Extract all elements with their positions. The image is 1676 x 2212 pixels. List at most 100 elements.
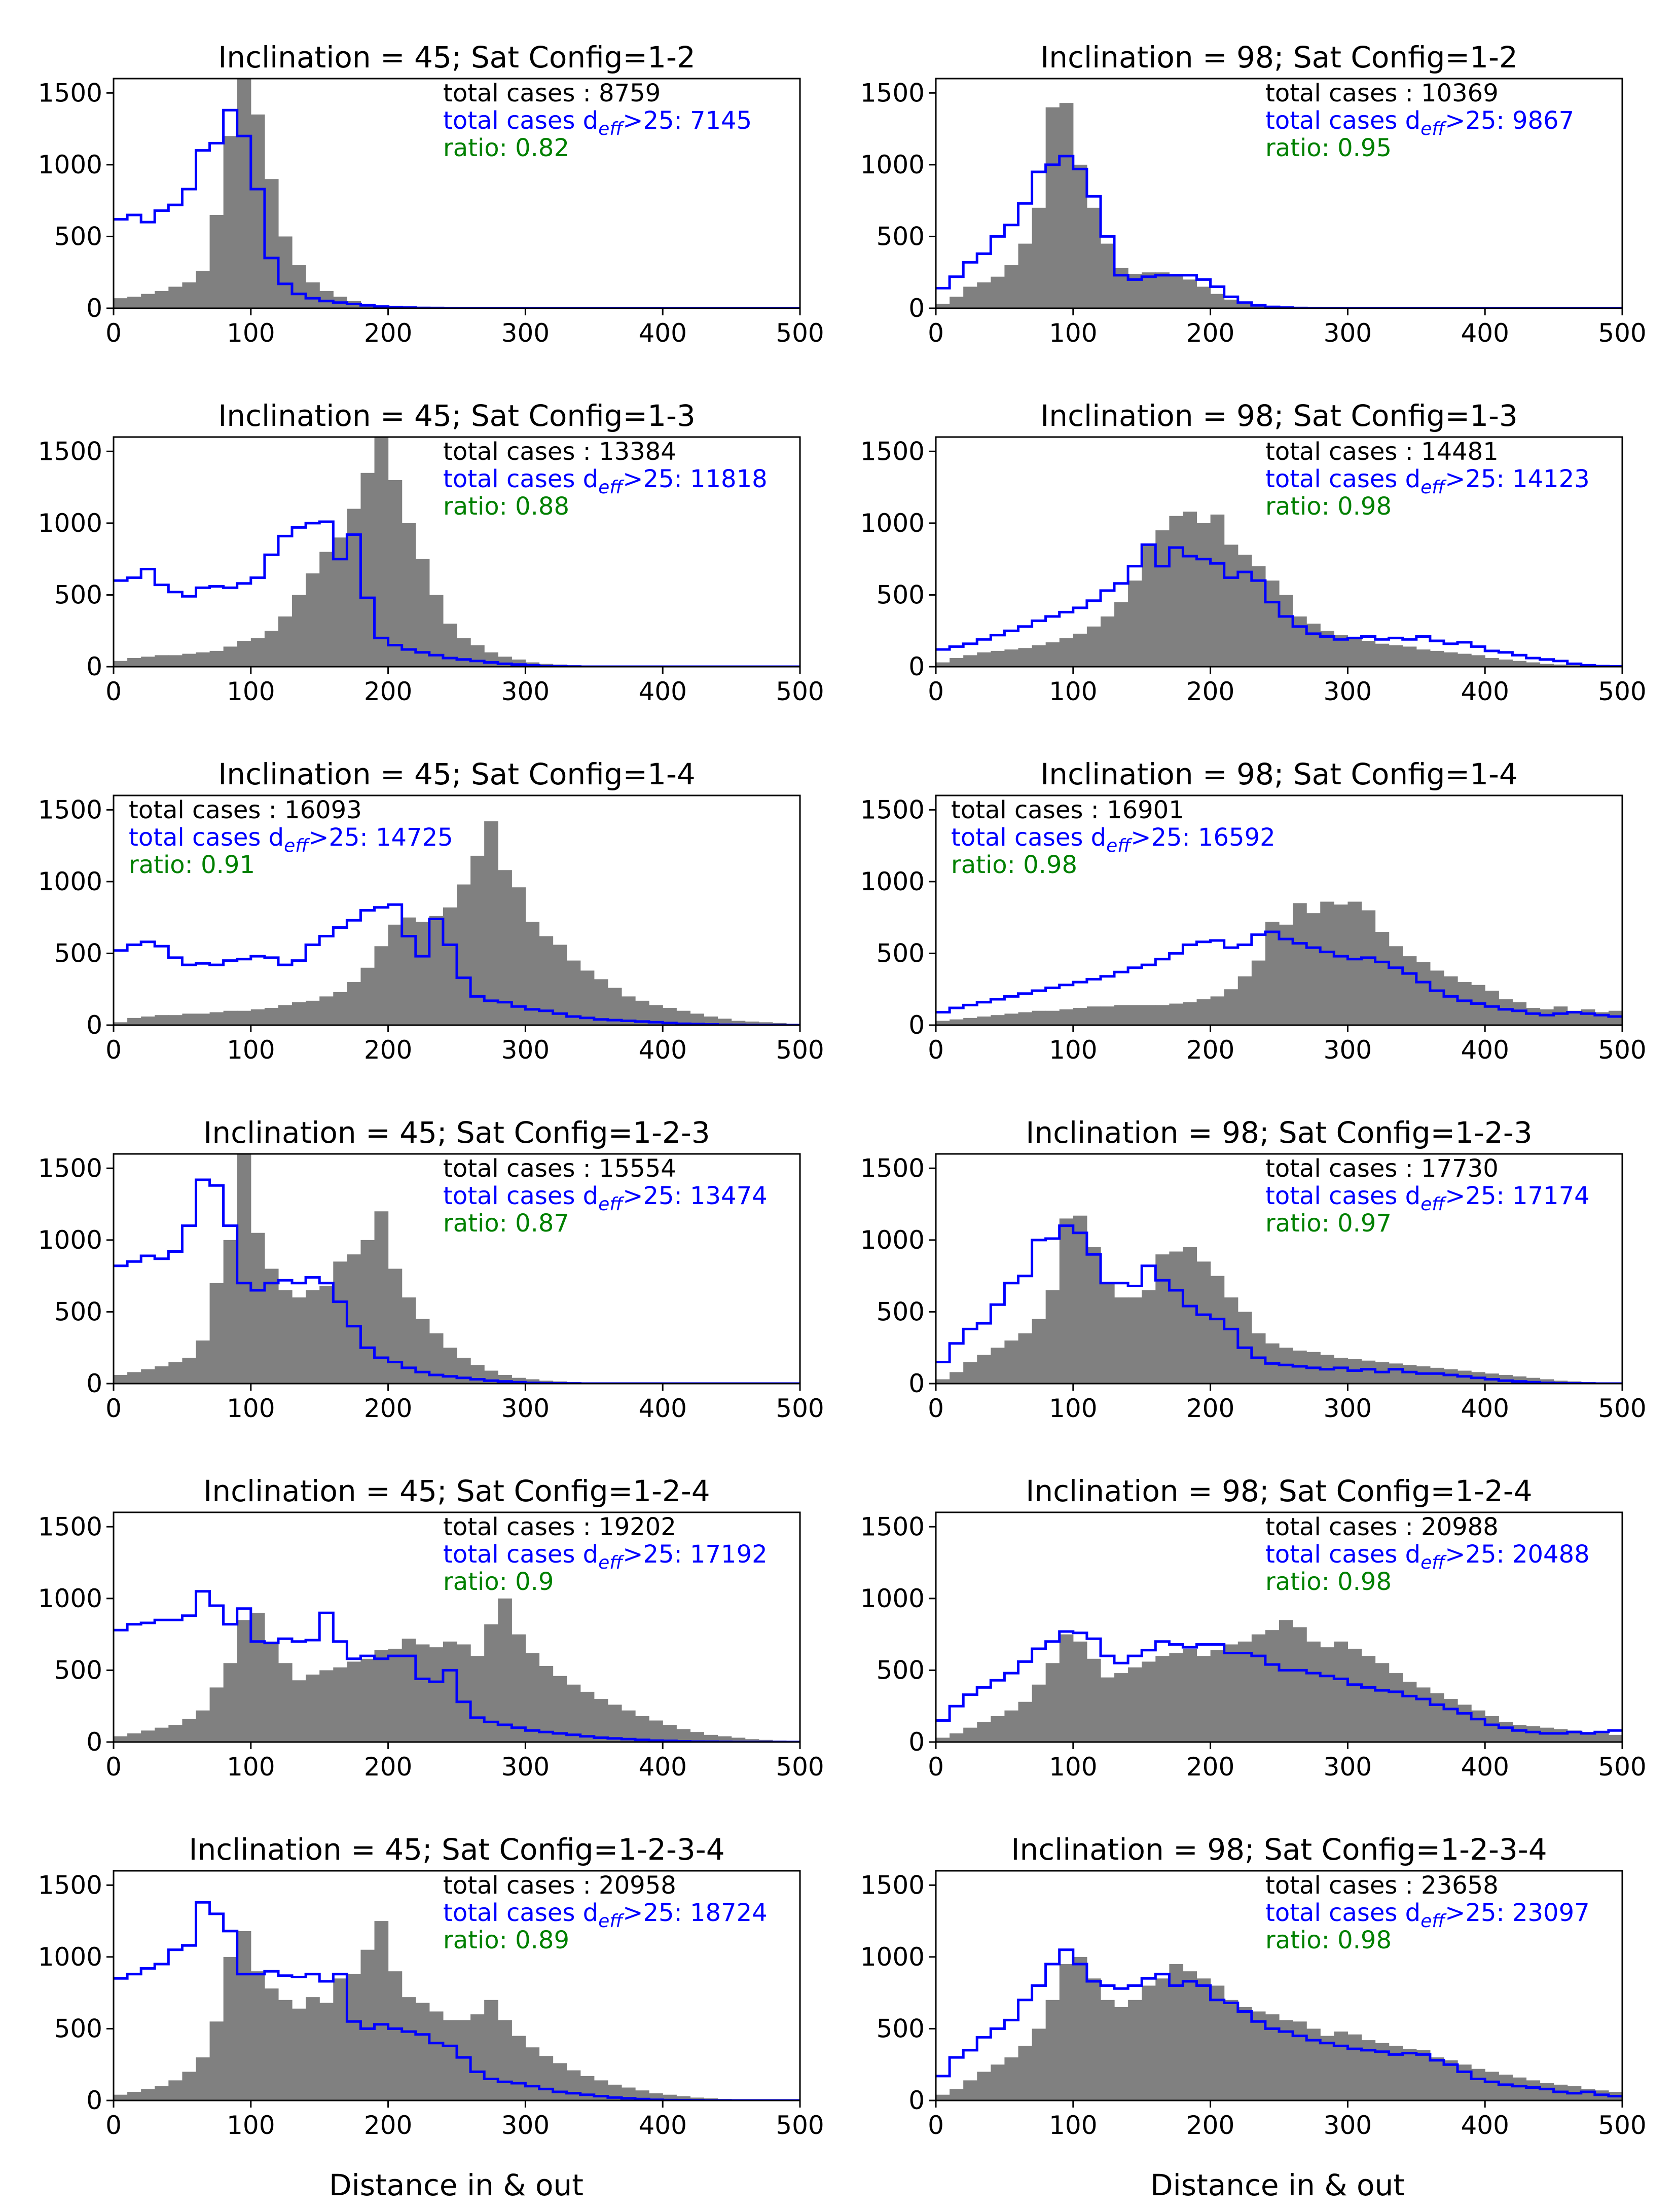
axes-frame [935, 436, 1623, 668]
deff-subscript: eff [598, 1194, 625, 1215]
histogram-bar [525, 2047, 540, 2100]
x-tick-label: 0 [928, 1394, 944, 1423]
histogram-bar [1279, 1620, 1293, 1742]
x-tick-label: 100 [227, 1752, 275, 1782]
histogram-bar [182, 1013, 197, 1025]
histogram-bar [1073, 1008, 1087, 1025]
x-tick-label: 500 [776, 318, 824, 348]
histogram-bar [250, 1613, 265, 1742]
histogram-bar [1416, 2050, 1431, 2100]
histogram-bar [1032, 645, 1046, 667]
histogram-bar [1237, 304, 1252, 308]
x-tick-label: 200 [1186, 1752, 1234, 1782]
histogram-bar [223, 1663, 238, 1742]
ratio-text: ratio: 0.89 [443, 1926, 569, 1954]
histogram-bar [991, 1348, 1005, 1384]
histogram-bar [484, 821, 498, 1025]
plot-area [936, 1620, 1622, 1742]
ratio-text: ratio: 0.91 [129, 851, 255, 879]
histogram-bar [1443, 976, 1458, 1025]
histogram-bar [512, 1634, 526, 1742]
x-tick-label: 400 [1461, 1394, 1509, 1423]
histogram-bar [1237, 976, 1252, 1025]
histogram-bar [155, 1366, 169, 1384]
histogram-bar [539, 2056, 554, 2100]
histogram-bar [1059, 1634, 1074, 1742]
y-tick-label: 0 [86, 2086, 102, 2115]
histogram-bar [155, 1015, 169, 1025]
histogram-bar [621, 1710, 636, 1742]
subplot: 0 100 200 300 400 500 0 500 1000 1500 Inclination … [38, 1832, 824, 2140]
histogram-bar [141, 1730, 155, 1742]
histogram-bar [402, 917, 416, 1025]
x-tick-label: 300 [1324, 318, 1372, 348]
deff-suffix: >25: 18724 [623, 1899, 767, 1927]
axes-frame [113, 1511, 801, 1743]
histogram-bar [209, 2021, 224, 2100]
histogram-bar [155, 2086, 169, 2100]
histogram-bar [963, 655, 977, 667]
histogram-bar [306, 1000, 320, 1025]
histogram-bar [347, 1254, 361, 1384]
panel-title: Inclination = 45; Sat Config=1-2 [218, 40, 696, 75]
deff-cases-text: total cases deff>25: 18724 [443, 1899, 768, 1932]
histogram-bar [1293, 616, 1307, 667]
histogram-bar [1100, 1677, 1115, 1742]
histogram-bar [1114, 1673, 1128, 1742]
histogram-bar [1594, 1733, 1609, 1742]
histogram-bar [1430, 1367, 1444, 1384]
histogram-bar [1045, 1663, 1060, 1742]
histogram-bar [1443, 1699, 1458, 1742]
histogram-bar [594, 1699, 608, 1742]
y-tick-label: 1000 [860, 867, 925, 896]
histogram-bar [223, 646, 238, 667]
histogram-bar [168, 1725, 183, 1742]
histogram-bar [1293, 1627, 1307, 1742]
histogram-bar [443, 1348, 457, 1384]
histogram-bar [963, 2080, 977, 2100]
x-axis-label-right: Distance in & out [1150, 2168, 1405, 2202]
histogram-bar [292, 1297, 306, 1384]
histogram-bar [1142, 272, 1156, 308]
x-tick-label: 500 [776, 1752, 824, 1782]
subplot: 0 100 200 300 400 500 0 500 1000 1500 Inclination … [860, 1474, 1647, 1782]
axes-frame [113, 1153, 801, 1385]
histogram-bar [306, 573, 320, 667]
y-tick-label: 0 [86, 652, 102, 681]
deff-cases-text: total cases deff>25: 17174 [1265, 1182, 1590, 1215]
y-tick-label: 1000 [860, 1584, 925, 1613]
ratio-text: ratio: 0.87 [443, 1209, 569, 1238]
histogram-bar [374, 1921, 389, 2100]
histogram-bar [1237, 555, 1252, 667]
histogram-bar [1389, 946, 1403, 1025]
histogram-bar [1499, 1722, 1513, 1742]
histogram-bar [553, 1676, 567, 1742]
x-tick-label: 0 [105, 1752, 122, 1782]
histogram-bar [963, 1727, 977, 1742]
histogram-bar [155, 291, 169, 308]
histogram-bar [223, 1956, 238, 2100]
y-tick-label: 0 [86, 1369, 102, 1398]
histogram-bar [1224, 1297, 1238, 1384]
histogram-bar [1142, 1290, 1156, 1384]
histogram-bar [1128, 2000, 1142, 2100]
histogram-bar [264, 179, 279, 308]
panel-title: Inclination = 98; Sat Config=1-2-4 [1026, 1474, 1532, 1508]
histogram-bar [1251, 1634, 1266, 1742]
histogram-bar [1361, 910, 1376, 1025]
plot-area [936, 901, 1622, 1025]
histogram-bar [209, 1283, 224, 1384]
subplot: 0 100 200 300 400 500 0 500 1000 1500 Inclination … [38, 1115, 824, 1423]
panel-title: Inclination = 45; Sat Config=1-2-4 [203, 1474, 710, 1508]
x-tick-label: 300 [1324, 1035, 1372, 1065]
histogram-bar [292, 595, 306, 667]
histogram-bar [936, 1379, 950, 1384]
histogram-bar [360, 967, 375, 1025]
deff-subscript: eff [1106, 836, 1133, 856]
total-cases-text: total cases : 8759 [443, 79, 661, 107]
histogram-bar [1169, 1251, 1184, 1384]
histogram-bar [1389, 1363, 1403, 1384]
histogram-bar [1169, 1003, 1184, 1025]
histogram-bar [168, 1015, 183, 1025]
x-tick-label: 100 [1049, 1035, 1097, 1065]
